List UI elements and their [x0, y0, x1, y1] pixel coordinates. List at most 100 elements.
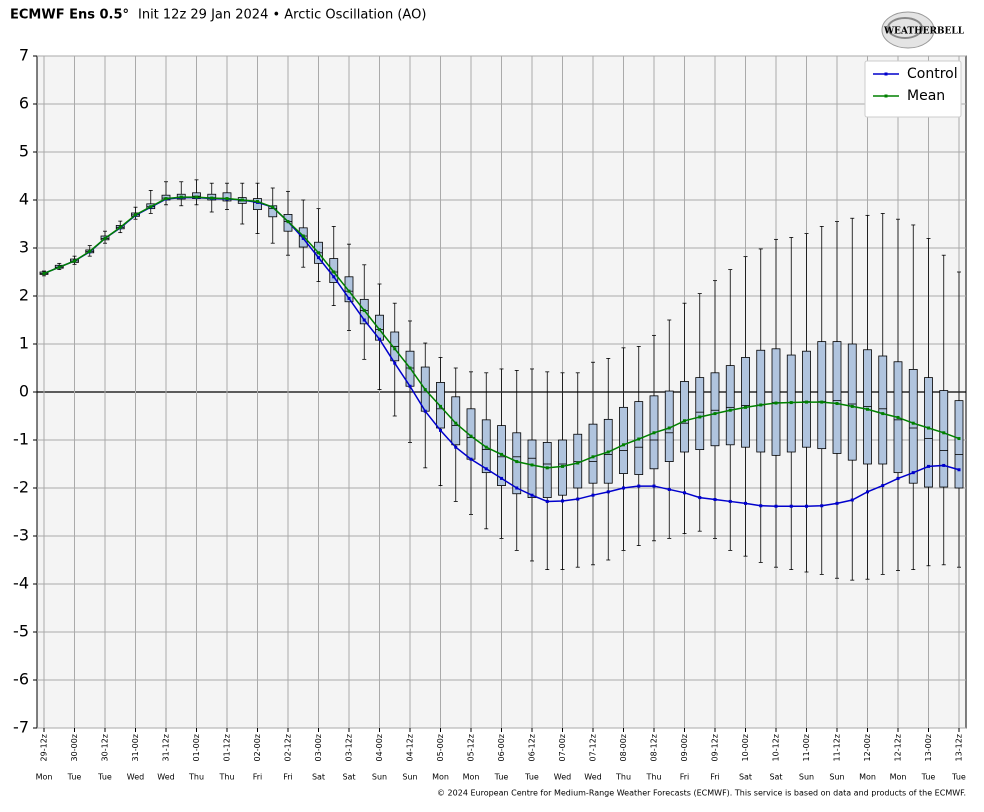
logo-swirl — [881, 11, 935, 49]
day-label: Mon — [463, 773, 480, 782]
series-point — [439, 404, 442, 408]
day-label: Fri — [253, 773, 263, 782]
series-point — [225, 197, 229, 201]
series-point — [606, 490, 610, 494]
series-point — [957, 468, 961, 472]
x-tick-label: 05-00z — [436, 734, 445, 761]
day-label: Mon — [432, 773, 449, 782]
footer: © 2024 European Centre for Medium-Range … — [437, 789, 966, 798]
series-point — [789, 401, 793, 405]
y-tick-label: -6 — [13, 670, 29, 689]
series-point — [103, 236, 107, 240]
series-point — [835, 501, 839, 505]
series-point — [835, 402, 839, 406]
x-tick-label: 12-12z — [894, 734, 903, 761]
series-point — [286, 220, 290, 224]
series-point — [698, 415, 702, 419]
day-label: Fri — [283, 773, 293, 782]
series-point — [515, 460, 519, 464]
series-point — [576, 461, 580, 465]
day-label: Tue — [524, 773, 539, 782]
series-point — [561, 464, 564, 468]
day-label: Tue — [97, 773, 112, 782]
plot-layer: -7 -6 -5 -4 -3 -2 -1 0 1 2 3 4 5 6 7 29-12z Mon 30-00z Tue… — [13, 46, 966, 782]
series-point — [759, 403, 763, 407]
x-tick-label: 31-12z — [162, 734, 171, 761]
box — [847, 343, 857, 461]
series-point — [911, 421, 915, 425]
series-point — [454, 445, 458, 449]
x-tick-label: 04-12z — [406, 734, 415, 761]
x-tick-label: 11-12z — [833, 734, 842, 761]
series-point — [683, 491, 686, 495]
series-point — [240, 198, 244, 202]
series-point — [378, 328, 381, 332]
series-point — [301, 234, 305, 238]
day-label: Sat — [739, 773, 752, 782]
series-point — [789, 504, 793, 508]
series-point — [362, 318, 366, 322]
day-label: Thu — [645, 773, 661, 782]
series-point — [362, 308, 366, 312]
series-point — [42, 271, 46, 275]
series-point — [317, 256, 320, 260]
series-point — [698, 496, 702, 500]
series-point — [728, 408, 732, 412]
box — [344, 276, 354, 303]
series-point — [637, 437, 641, 441]
y-tick-label: -2 — [13, 478, 29, 497]
series-point — [942, 463, 946, 467]
day-label: Tue — [951, 773, 966, 782]
y-tick-label: 7 — [19, 46, 29, 65]
box — [680, 381, 689, 453]
chart-title: ECMWF Ens 0.5° — [10, 8, 129, 23]
series-point — [713, 498, 717, 502]
series-point — [347, 296, 351, 300]
series-point — [850, 404, 854, 408]
y-tick-label: 0 — [19, 382, 29, 401]
series-point — [195, 195, 198, 199]
x-tick-label: 31-00z — [131, 734, 140, 761]
day-label: Sun — [829, 773, 844, 782]
series-point — [606, 450, 610, 454]
series-point — [179, 195, 183, 199]
y-tick-label: 2 — [19, 286, 29, 305]
box — [725, 365, 735, 446]
box — [802, 350, 811, 448]
series-point — [378, 337, 381, 341]
x-tick-label: 13-00z — [924, 734, 933, 761]
box — [710, 372, 720, 447]
series-point — [271, 205, 275, 209]
box — [741, 357, 750, 448]
series-point — [332, 270, 336, 274]
x-tick-label: 03-00z — [314, 734, 323, 761]
series-point — [942, 431, 946, 435]
series-point — [881, 412, 885, 416]
series-point — [866, 407, 869, 411]
y-tick-label: -7 — [13, 718, 29, 737]
series-point — [500, 476, 503, 480]
day-label: Mon — [36, 773, 53, 782]
series-point — [469, 457, 473, 461]
series-point — [469, 434, 473, 438]
x-tick-label: 10-12z — [772, 734, 781, 761]
series-point — [744, 501, 747, 505]
series-point — [652, 431, 656, 435]
series-point — [408, 366, 412, 370]
series-point — [622, 486, 625, 490]
series-point — [118, 225, 122, 229]
y-tick-label: 6 — [19, 94, 29, 113]
series-point — [622, 443, 625, 447]
series-point — [805, 400, 808, 404]
day-label: Mon — [859, 773, 876, 782]
series-point — [73, 259, 76, 263]
box — [222, 192, 232, 202]
y-tick-label: -1 — [13, 430, 29, 449]
series-point — [744, 405, 747, 409]
box — [954, 400, 964, 489]
series-point — [484, 467, 488, 471]
series-point — [515, 486, 519, 490]
day-label: Sun — [799, 773, 814, 782]
box — [542, 441, 552, 498]
logo-text: WEATHERBELL — [883, 27, 965, 37]
